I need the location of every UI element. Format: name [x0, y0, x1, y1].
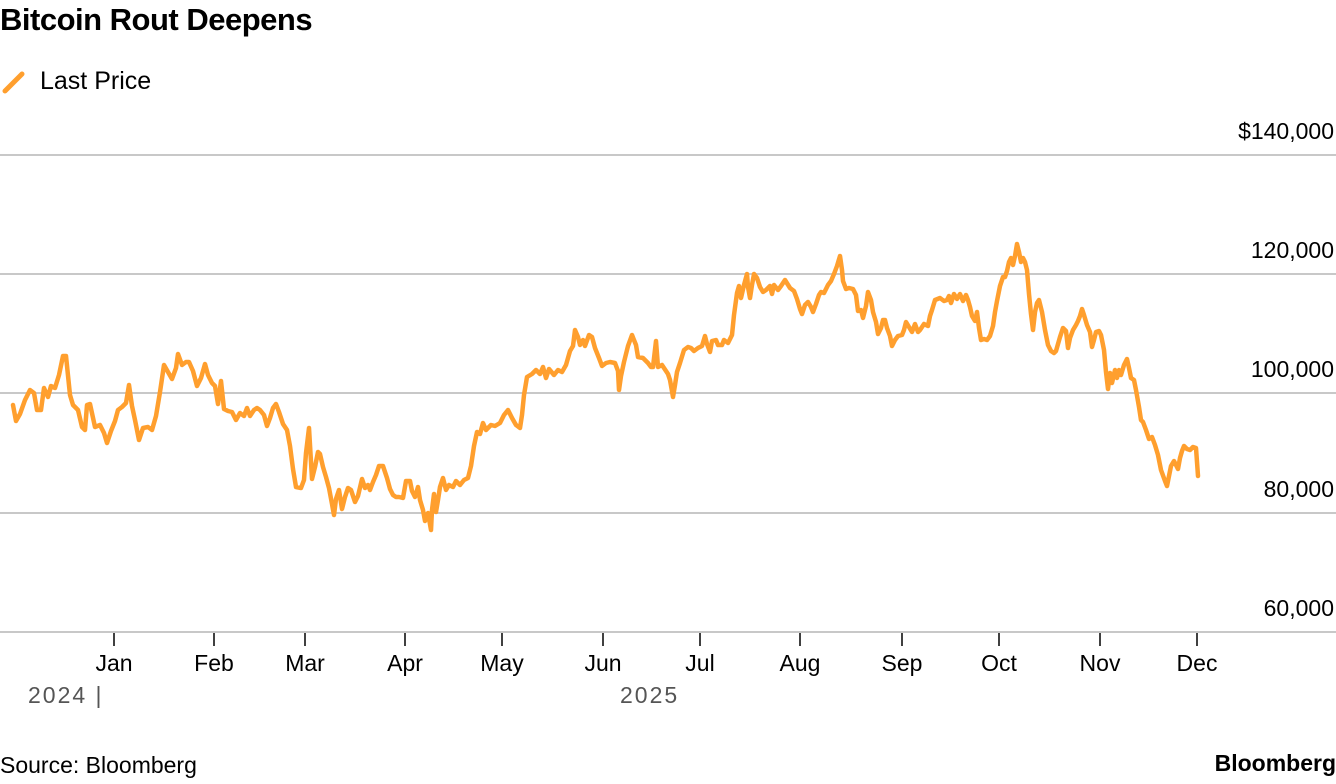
year-label-2025: 2025	[620, 682, 680, 708]
x-tick-oct: Oct	[981, 650, 1017, 676]
y-tick-100000: 100,000	[1250, 356, 1334, 382]
x-tick-jan: Jan	[95, 650, 133, 676]
line-swatch-icon	[2, 71, 25, 94]
x-tick-feb: Feb	[194, 650, 234, 676]
legend: Last Price	[0, 66, 151, 96]
x-tick-sep: Sep	[881, 650, 923, 676]
legend-label-last-price: Last Price	[40, 66, 152, 95]
chart-title: Bitcoin Rout Deepens	[0, 2, 313, 37]
y-tick-120000: 120,000	[1250, 237, 1334, 263]
y-tick-80000: 80,000	[1263, 476, 1334, 502]
x-tick-aug: Aug	[779, 650, 821, 676]
source-note: Source: Bloomberg	[0, 752, 197, 778]
x-tick-nov: Nov	[1079, 650, 1121, 676]
y-tick-140000: $140,000	[1238, 118, 1334, 144]
bloomberg-logo: Bloomberg	[1214, 750, 1336, 776]
price-line	[10, 241, 1201, 533]
x-tick-dec: Dec	[1176, 650, 1218, 676]
x-tick-jun: Jun	[584, 650, 622, 676]
year-label-2024: 2024 |	[28, 682, 104, 708]
x-tick-may: May	[480, 650, 524, 676]
x-tick-apr: Apr	[387, 650, 423, 676]
y-tick-60000: 60,000	[1263, 595, 1334, 621]
x-tick-jul: Jul	[685, 650, 715, 676]
x-tick-mar: Mar	[285, 650, 325, 676]
x-tick-marks	[113, 633, 1198, 646]
